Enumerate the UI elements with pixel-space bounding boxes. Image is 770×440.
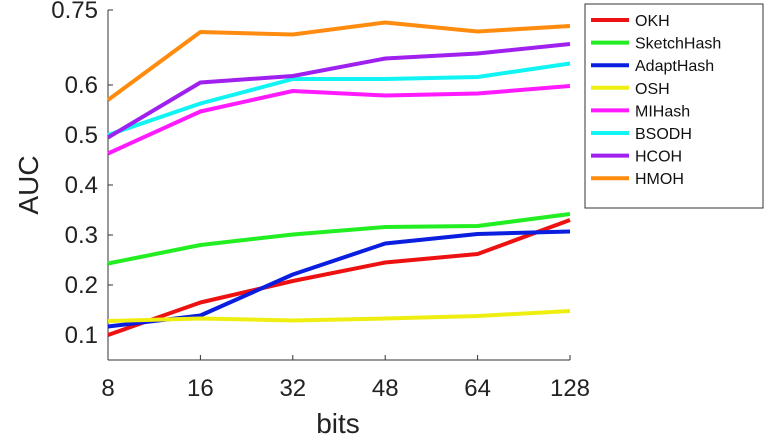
x-axis-label: bits <box>316 408 360 439</box>
legend-label: SketchHash <box>635 36 721 53</box>
legend-box <box>584 3 764 209</box>
legend-label: BSODH <box>635 126 692 143</box>
x-tick-label: 128 <box>550 375 590 402</box>
tick-labels: 8 16 32 48 64 128 0.1 0.2 0.3 0.4 0.5 0.6 0.75 <box>51 0 590 402</box>
legend-label: HMOH <box>635 171 684 188</box>
y-tick-label: 0.2 <box>65 272 98 299</box>
legend-label: AdaptHash <box>635 58 714 75</box>
series-line-sketchhash <box>107 212 571 266</box>
legend-label: OSH <box>635 81 670 98</box>
x-tick-label: 16 <box>187 375 214 402</box>
y-tick-label: 0.3 <box>65 222 98 249</box>
legend: OKH SketchHash AdaptHash OSH MIHash BSODH HCOH… <box>584 3 764 209</box>
series-line-osh <box>107 309 571 323</box>
series-lines <box>106 20 571 337</box>
x-tick-label: 8 <box>101 375 114 402</box>
y-tick-label: 0.4 <box>65 172 98 199</box>
legend-label: MIHash <box>635 103 690 120</box>
x-tick-label: 32 <box>279 375 306 402</box>
y-tick-label: 0.1 <box>65 322 98 349</box>
series-line-hcoh <box>106 42 571 140</box>
series-line-okh <box>107 218 571 337</box>
y-axis-label: AUC <box>13 155 44 214</box>
series-line-hmoh <box>106 20 571 102</box>
legend-label: HCOH <box>635 149 682 166</box>
series-line-bsodh <box>107 61 571 137</box>
axes <box>107 9 571 361</box>
legend-label: OKH <box>635 13 670 30</box>
series-line-mihash <box>107 84 571 156</box>
y-tick-label: 0.75 <box>51 0 98 24</box>
x-tick-label: 48 <box>372 375 399 402</box>
y-tick-label: 0.6 <box>65 72 98 99</box>
y-tick-label: 0.5 <box>65 122 98 149</box>
x-tick-label: 64 <box>464 375 491 402</box>
